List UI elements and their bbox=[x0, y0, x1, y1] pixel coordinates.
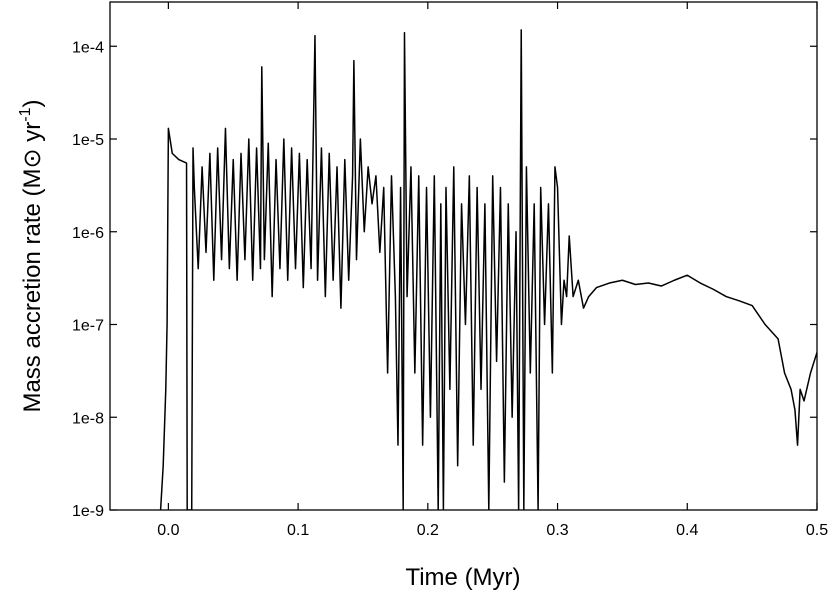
y-label-main: Mass accretion rate (M⊙ yr bbox=[19, 122, 46, 413]
y-label-superscript: -1 bbox=[17, 107, 34, 121]
x-axis-label: Time (Myr) bbox=[405, 564, 520, 591]
data-line bbox=[159, 29, 817, 510]
y-axis-label: Mass accretion rate (M⊙ yr-1) bbox=[17, 99, 46, 412]
y-label-end: ) bbox=[19, 99, 46, 107]
y-tick-label: 1e-6 bbox=[72, 225, 104, 242]
y-tick-label: 1e-5 bbox=[72, 132, 104, 149]
x-tick-label: 0.1 bbox=[287, 522, 309, 539]
x-tick-label: 0.2 bbox=[417, 522, 439, 539]
plot-frame bbox=[109, 1, 818, 511]
y-tick-label: 1e-7 bbox=[72, 318, 104, 335]
x-tick-label: 0.5 bbox=[806, 522, 828, 539]
x-tick-label: 0.3 bbox=[546, 522, 568, 539]
y-tick-label: 1e-4 bbox=[72, 39, 104, 56]
y-tick-label: 1e-8 bbox=[72, 410, 104, 427]
y-tick-label: 1e-9 bbox=[72, 503, 104, 520]
x-tick-label: 0.0 bbox=[157, 522, 179, 539]
x-tick-label: 0.4 bbox=[676, 522, 698, 539]
